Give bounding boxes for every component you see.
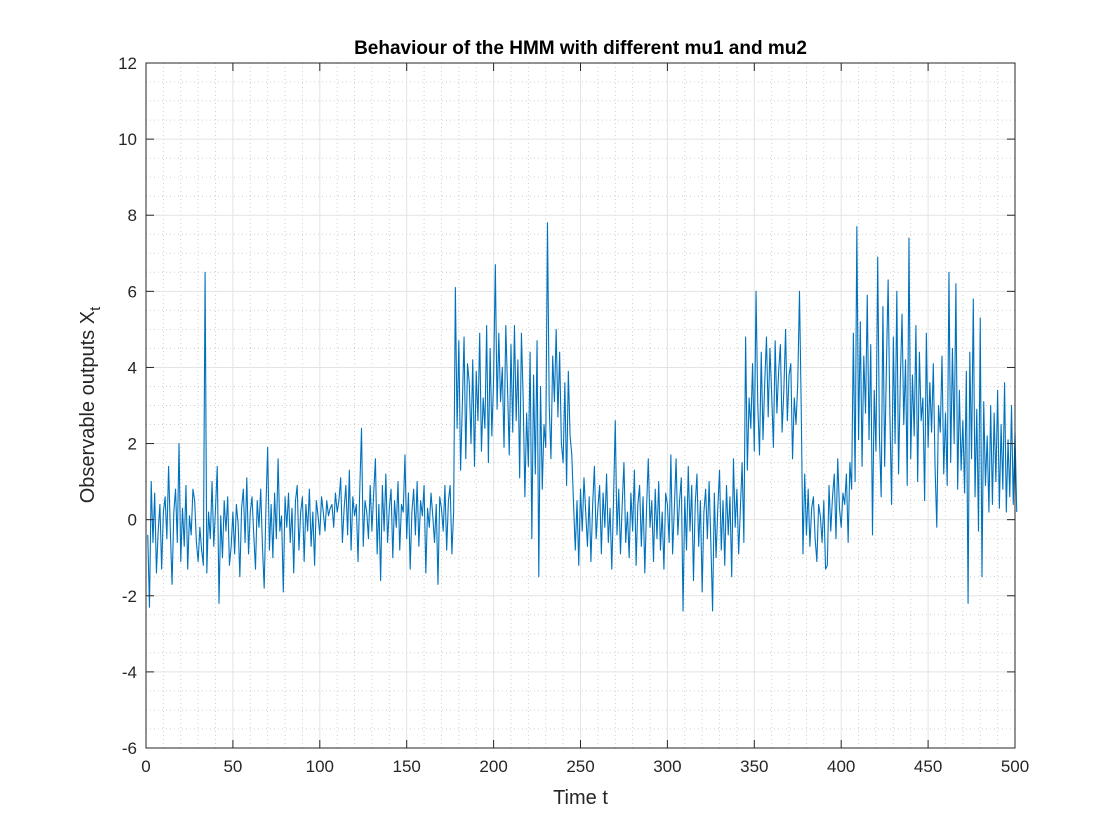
x-axis-label: Time t [553,787,608,809]
y-tick-label: 10 [118,130,137,149]
y-axis-label-main: Observable outputs X [77,311,99,503]
tick-marks [145,62,1016,749]
y-tick-label: -4 [122,663,137,682]
y-tick-labels: -6 -4 -2 0 2 4 6 8 10 12 [118,54,137,758]
y-tick-label: 4 [128,358,137,377]
y-axis-label-subscript: t [87,306,104,311]
y-tick-label: 8 [128,206,137,225]
x-tick-label: 500 [1001,757,1029,776]
x-tick-label: 100 [306,757,334,776]
minor-grid [146,63,1015,748]
y-tick-label: 0 [128,511,137,530]
series-line-1 [147,222,1018,612]
y-tick-label: 6 [128,282,137,301]
x-tick-label: 450 [914,757,942,776]
x-tick-label: 300 [653,757,681,776]
series-layer [147,222,1018,612]
y-axis-label: Observable outputs Xt [77,306,104,503]
x-tick-label: 0 [141,757,150,776]
chart-title: Behaviour of the HMM with different mu1 … [354,38,807,59]
y-tick-label: 12 [118,54,137,73]
y-tick-label: 2 [128,435,137,454]
x-tick-label: 350 [740,757,768,776]
y-tick-label: -2 [122,587,137,606]
x-tick-label: 200 [479,757,507,776]
x-tick-labels: 0 50 100 150 200 250 300 350 400 450 500 [141,757,1029,776]
x-tick-label: 250 [566,757,594,776]
x-tick-label: 150 [393,757,421,776]
y-tick-label: -6 [122,739,137,758]
x-tick-label: 400 [827,757,855,776]
x-tick-label: 50 [223,757,242,776]
